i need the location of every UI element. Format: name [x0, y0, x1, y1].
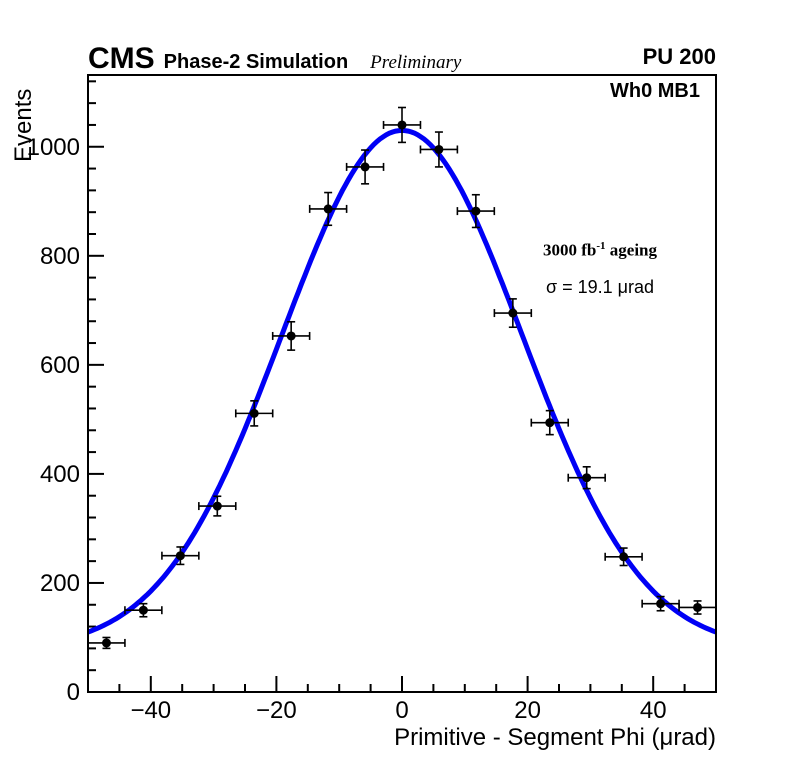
svg-text:−20: −20 [256, 697, 297, 724]
data-point [382, 106, 422, 144]
data-point [419, 131, 459, 168]
simulation-label: Phase-2 Simulation [163, 51, 349, 73]
data-point [161, 546, 200, 566]
data-point [87, 636, 126, 650]
svg-text:200: 200 [40, 570, 80, 597]
figure-header: CMS Phase-2 Simulation Preliminary [88, 42, 461, 76]
annotation-block: 3000 fb-1 ageing σ = 19.1 μrad [482, 240, 718, 298]
data-point [234, 400, 274, 427]
svg-text:0: 0 [395, 697, 408, 724]
sigma-annotation: σ = 19.1 μrad [545, 276, 655, 297]
data-point [271, 320, 311, 351]
luminosity-annotation: 3000 fb-1 ageing [542, 240, 658, 260]
svg-text:0: 0 [67, 679, 80, 706]
svg-text:400: 400 [40, 461, 80, 488]
data-point [198, 495, 237, 517]
pileup-label: PU 200 [642, 44, 716, 69]
svg-text:800: 800 [40, 243, 80, 270]
preliminary-label: Preliminary [370, 52, 462, 73]
x-axis-title: Primitive - Segment Phi (μrad) [394, 724, 716, 751]
plot-frame [87, 74, 717, 693]
data-point [345, 149, 385, 185]
data-point [456, 193, 496, 229]
data-point [678, 600, 717, 615]
data-point [530, 409, 570, 436]
svg-text:1000: 1000 [27, 134, 80, 161]
svg-text:20: 20 [514, 697, 541, 724]
svg-text:−40: −40 [130, 697, 171, 724]
data-point [308, 191, 348, 227]
data-point [567, 466, 606, 490]
svg-text:600: 600 [40, 352, 80, 379]
chamber-label: Wh0 MB1 [610, 80, 700, 102]
data-point [493, 298, 533, 329]
data-point [124, 602, 163, 618]
data-point [604, 547, 643, 567]
experiment-logo-text: CMS [88, 42, 155, 75]
svg-text:40: 40 [640, 697, 667, 724]
